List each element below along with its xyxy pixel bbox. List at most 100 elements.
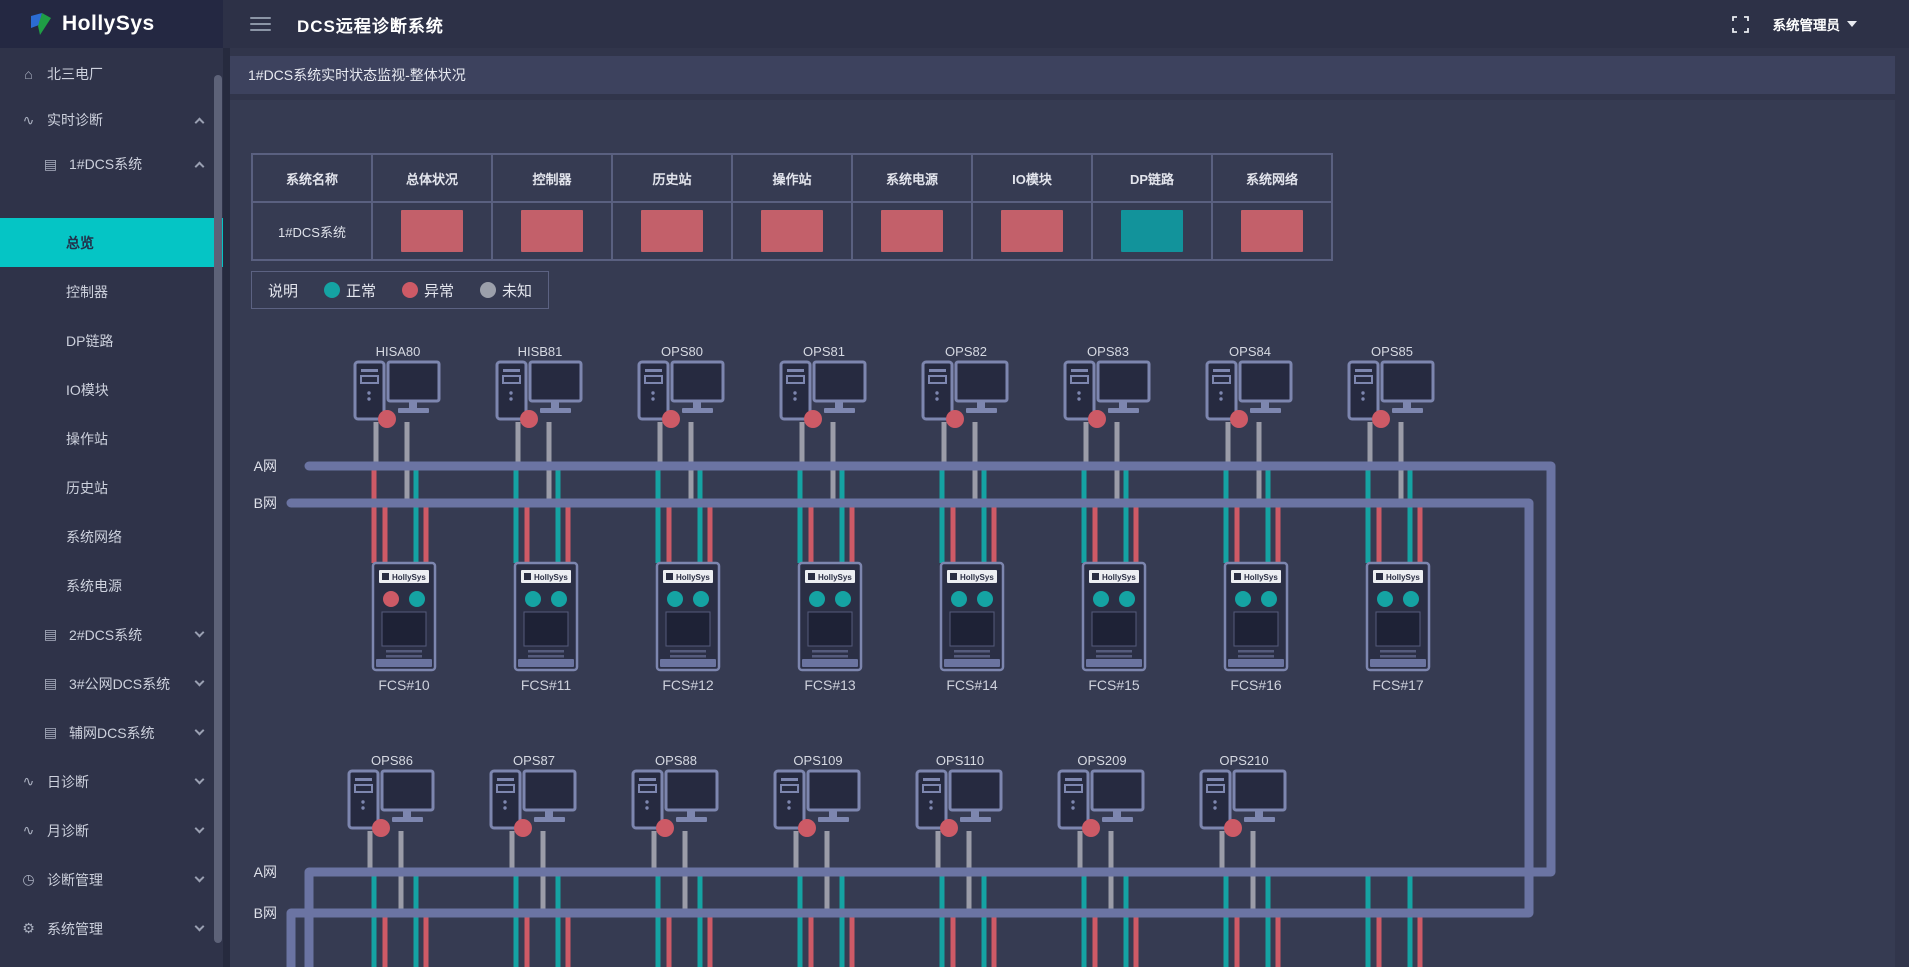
- diagram-lines-layer: [367, 422, 1423, 967]
- table-cell-IO模块: [972, 202, 1092, 260]
- station-OPS87: OPS87: [489, 753, 577, 837]
- status-block-abnormal: [521, 210, 583, 252]
- station-OPS86: OPS86: [347, 753, 435, 837]
- station-OPS210: OPS210: [1199, 753, 1287, 837]
- cabinet-status-dot: [409, 591, 425, 607]
- clock-icon: ◷: [22, 871, 35, 887]
- pulse-icon: ∿: [22, 111, 35, 128]
- svg-text:FCS#15: FCS#15: [1088, 677, 1140, 693]
- sidebar-item-月诊断[interactable]: ∿ 月诊断: [0, 806, 223, 855]
- cabinet-status-dot: [525, 591, 541, 607]
- chevron-down-icon: [194, 823, 205, 834]
- logo-text: HollySys: [62, 12, 155, 35]
- station-status-dot: [1224, 819, 1242, 837]
- table-header-系统名称: 系统名称: [252, 154, 372, 202]
- svg-text:HollySys: HollySys: [676, 573, 710, 582]
- svg-text:OPS85: OPS85: [1371, 344, 1413, 359]
- cabinet-status-dot: [835, 591, 851, 607]
- menu-toggle-icon[interactable]: [250, 13, 271, 35]
- sidebar-item-DP链路[interactable]: DP链路: [0, 316, 223, 365]
- table-header-DP链路: DP链路: [1092, 154, 1212, 202]
- sidebar-item-label: 总览: [66, 234, 94, 251]
- fullscreen-icon[interactable]: [1731, 15, 1749, 33]
- cabinet-status-dot: [1119, 591, 1135, 607]
- station-status-dot: [1230, 410, 1248, 428]
- table-cell-历史站: [612, 202, 732, 260]
- net-b-bus: [286, 498, 1534, 967]
- svg-text:FCS#13: FCS#13: [804, 677, 856, 693]
- table-header-总体状况: 总体状况: [372, 154, 492, 202]
- station-HISB81: HISB81: [495, 344, 583, 428]
- sidebar-item-label: 实时诊断: [47, 112, 103, 128]
- svg-text:OPS209: OPS209: [1077, 753, 1126, 768]
- cabinet-status-dot: [383, 591, 399, 607]
- sidebar-item-操作站[interactable]: 操作站: [0, 414, 223, 463]
- sidebar-item-label: 控制器: [66, 283, 108, 300]
- svg-text:OPS80: OPS80: [661, 344, 703, 359]
- table-cell-操作站: [732, 202, 852, 260]
- fcs-cabinet-FCS#14: HollySys FCS#14: [939, 561, 1005, 693]
- station-OPS83: OPS83: [1063, 344, 1151, 428]
- sidebar-item-3#公网DCS系统[interactable]: ▤ 3#公网DCS系统: [0, 659, 223, 708]
- sidebar-item-label: 历史站: [66, 479, 108, 496]
- sidebar-item-日诊断[interactable]: ∿ 日诊断: [0, 757, 223, 806]
- sidebar: HollySys ⌂ 北三电厂 ∿ 实时诊断 ▤ 1#DCS系统总览控制器 DP链路 IO模块…: [0, 0, 223, 967]
- sidebar-item-北三电厂[interactable]: ⌂ 北三电厂: [0, 50, 223, 98]
- sidebar-item-实时诊断[interactable]: ∿ 实时诊断: [0, 98, 223, 142]
- cabinet-status-dot: [693, 591, 709, 607]
- legend-dot-abnormal: [402, 282, 419, 298]
- table-row-label: 1#DCS系统: [252, 202, 372, 260]
- svg-text:HollySys: HollySys: [1386, 573, 1420, 582]
- legend-dot-normal: [324, 282, 341, 298]
- station-OPS81: OPS81: [779, 344, 867, 428]
- sidebar-item-label: 日诊断: [47, 773, 89, 790]
- table-header-操作站: 操作站: [732, 154, 852, 202]
- cabinet-status-dot: [1261, 591, 1277, 607]
- sidebar-item-辅网DCS系统[interactable]: ▤ 辅网DCS系统: [0, 708, 223, 757]
- sidebar-item-label: 系统管理: [47, 920, 103, 937]
- sidebar-scrollbar[interactable]: [214, 75, 222, 943]
- svg-text:OPS86: OPS86: [371, 753, 413, 768]
- station-OPS85: OPS85: [1347, 344, 1435, 428]
- svg-text:OPS210: OPS210: [1219, 753, 1268, 768]
- sidebar-item-2#DCS系统[interactable]: ▤ 2#DCS系统: [0, 610, 223, 659]
- chevron-down-icon: [194, 627, 205, 638]
- svg-text:HISB81: HISB81: [518, 344, 563, 359]
- sidebar-item-系统电源[interactable]: 系统电源: [0, 561, 223, 610]
- cabinet-status-dot: [1235, 591, 1251, 607]
- chevron-down-icon: [194, 872, 205, 883]
- fcs-cabinet-FCS#11: HollySys FCS#11: [513, 561, 579, 693]
- sidebar-item-label: 2#DCS系统: [69, 626, 143, 643]
- station-status-dot: [940, 819, 958, 837]
- user-menu[interactable]: 系统管理员: [1773, 14, 1857, 34]
- server-icon: ▤: [43, 675, 58, 691]
- status-block-abnormal: [881, 210, 943, 252]
- svg-text:OPS84: OPS84: [1229, 344, 1271, 359]
- svg-text:OPS110: OPS110: [936, 753, 984, 768]
- table-cell-控制器: [492, 202, 612, 260]
- sidebar-item-label: 月诊断: [47, 822, 89, 839]
- sidebar-item-label: 3#公网DCS系统: [69, 675, 171, 692]
- legend-title: 说明: [268, 282, 299, 300]
- sidebar-item-控制器[interactable]: 控制器: [0, 267, 223, 316]
- sidebar-item-总览[interactable]: 总览: [0, 218, 223, 267]
- sidebar-item-系统管理[interactable]: ⚙ 系统管理: [0, 904, 223, 953]
- sidebar-item-1#DCS系统[interactable]: ▤ 1#DCS系统: [0, 142, 223, 186]
- sidebar-item-诊断管理[interactable]: ◷ 诊断管理: [0, 855, 223, 904]
- table-header-系统电源: 系统电源: [852, 154, 972, 202]
- station-status-dot: [1088, 410, 1106, 428]
- sidebar-item-IO模块[interactable]: IO模块: [0, 365, 223, 414]
- sidebar-item-系统网络[interactable]: 系统网络: [0, 512, 223, 561]
- chevron-down-icon: [194, 725, 205, 736]
- fcs-cabinet-FCS#10: HollySys FCS#10: [371, 561, 437, 693]
- station-status-dot: [372, 819, 390, 837]
- sidebar-item-label: DP链路: [66, 332, 114, 349]
- sidebar-item-历史站[interactable]: 历史站: [0, 463, 223, 512]
- table-header-IO模块: IO模块: [972, 154, 1092, 202]
- cabinet-status-dot: [1093, 591, 1109, 607]
- cabinet-status-dot: [1403, 591, 1419, 607]
- svg-text:HollySys: HollySys: [1244, 573, 1278, 582]
- station-OPS80: OPS80: [637, 344, 725, 428]
